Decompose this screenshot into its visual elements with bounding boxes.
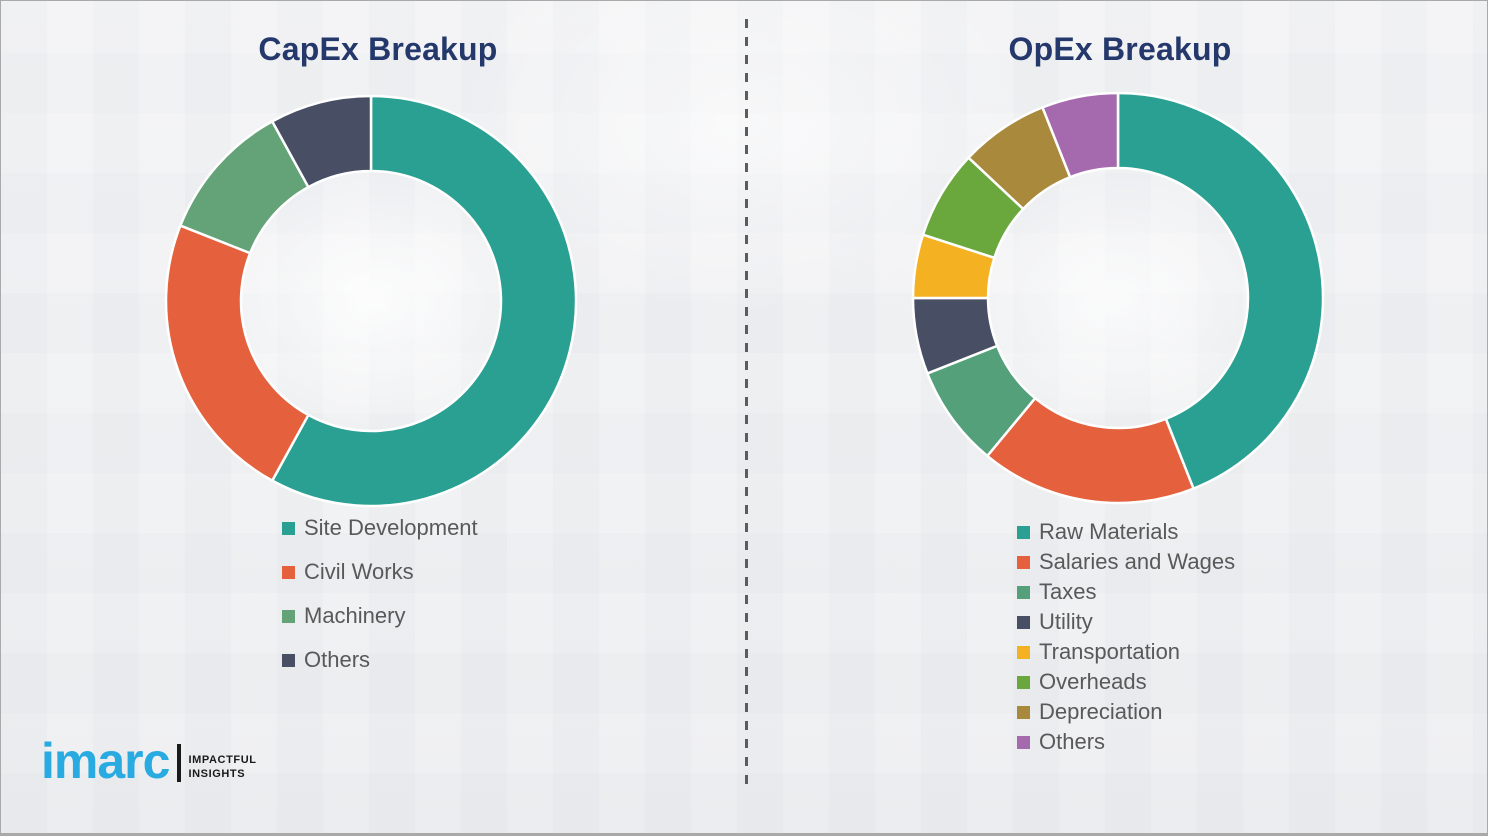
capex-legend: Site Development Civil Works Machinery Othe… <box>282 506 478 682</box>
capex-segment-others <box>270 94 373 189</box>
opex-chart-title: OpEx Breakup <box>1008 31 1232 67</box>
logo-divider-bar <box>177 744 182 782</box>
legend-label: Raw Materials <box>1039 519 1179 544</box>
opex-segment-others <box>1041 91 1120 179</box>
legend-label: Others <box>1039 729 1106 754</box>
opex-segment-raw-materials <box>1116 91 1325 490</box>
legend-color-swatch <box>1017 645 1030 659</box>
legend-color-swatch <box>1017 735 1030 749</box>
opex-legend: Raw Materials Salaries and Wages Taxes Util… <box>1017 517 1235 757</box>
capex-chart-title: CapEx Breakup <box>258 31 498 67</box>
logo-tagline-line1: IMPACTFUL <box>188 754 257 766</box>
legend-color-swatch <box>1017 555 1030 569</box>
logo-tagline: IMPACTFUL INSIGHTS <box>188 753 256 790</box>
legend-label: Overheads <box>1039 669 1147 694</box>
legend-color-swatch <box>1017 615 1030 629</box>
legend-label: Transportation <box>1039 639 1181 664</box>
opex-legend-item-others: Others <box>1017 727 1235 757</box>
capex-segment-site-development <box>270 94 578 508</box>
legend-label: Taxes <box>1039 579 1097 604</box>
legend-color-swatch <box>1017 705 1030 719</box>
capex-segment-civil-works <box>164 224 310 482</box>
legend-color-swatch <box>1017 585 1030 599</box>
legend-label: Machinery <box>304 603 406 628</box>
legend-color-swatch <box>1017 525 1030 539</box>
opex-legend-item-depreciation: Depreciation <box>1017 697 1235 727</box>
legend-color-swatch <box>282 609 295 623</box>
legend-label: Salaries and Wages <box>1039 549 1236 574</box>
logo-tagline-line2: INSIGHTS <box>188 768 246 780</box>
capex-donut-chart <box>164 94 578 508</box>
legend-label: Utility <box>1039 609 1093 634</box>
legend-color-swatch <box>1017 675 1030 689</box>
capex-legend-item-civil-works: Civil Works <box>282 550 478 594</box>
opex-legend-item-utility: Utility <box>1017 607 1235 637</box>
capex-legend-item-site-development: Site Development <box>282 506 478 550</box>
opex-donut-chart <box>911 91 1325 505</box>
legend-color-swatch <box>282 565 295 579</box>
imarc-logo-wordmark: imarc <box>41 733 170 789</box>
opex-legend-item-overheads: Overheads <box>1017 667 1235 697</box>
legend-color-swatch <box>282 521 295 535</box>
opex-legend-item-taxes: Taxes <box>1017 577 1235 607</box>
legend-label: Site Development <box>304 515 478 540</box>
legend-label: Others <box>304 647 371 672</box>
vertical-dashed-divider <box>745 19 748 793</box>
capex-legend-item-machinery: Machinery <box>282 594 478 638</box>
legend-color-swatch <box>282 653 295 667</box>
imarc-logo: imarc IMPACTFUL INSIGHTS <box>41 732 257 790</box>
opex-legend-item-raw-materials: Raw Materials <box>1017 517 1235 547</box>
capex-legend-item-others: Others <box>282 638 478 682</box>
opex-legend-item-salaries-and-wages: Salaries and Wages <box>1017 547 1235 577</box>
legend-label: Depreciation <box>1039 699 1163 724</box>
legend-label: Civil Works <box>304 559 414 584</box>
opex-legend-item-transportation: Transportation <box>1017 637 1235 667</box>
